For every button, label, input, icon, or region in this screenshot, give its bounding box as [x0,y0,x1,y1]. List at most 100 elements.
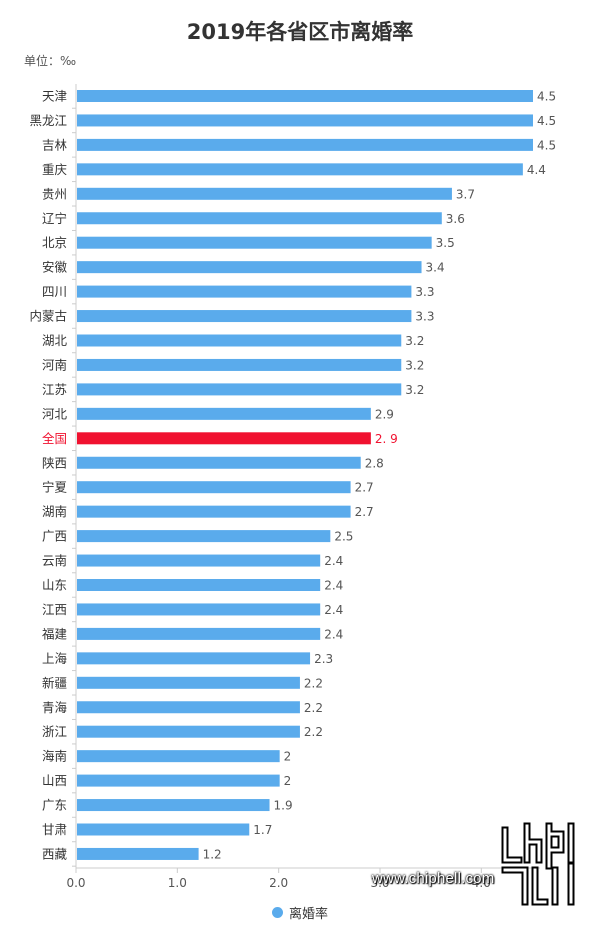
value-label: 1.9 [274,799,293,813]
chart-legend[interactable]: 离婚率 [0,903,600,922]
bar[interactable] [77,530,331,543]
value-label: 4.5 [537,138,556,152]
category-label: 江苏 [42,382,67,397]
bar[interactable] [77,407,371,420]
value-label: 3.3 [415,310,434,324]
x-tick-label: 0.0 [66,876,85,890]
value-label: 2.4 [324,554,343,568]
bar[interactable] [77,725,300,738]
category-label: 北京 [42,235,67,250]
value-label: 2.4 [324,579,343,593]
value-label: 2.8 [365,456,384,470]
category-label: 山东 [42,578,67,593]
category-label: 湖南 [42,504,67,519]
category-label: 安徽 [42,260,68,275]
value-label: 3.3 [415,285,434,299]
bar[interactable] [77,799,270,812]
chart-title: 2019年各省区市离婚率 [186,20,414,44]
category-label: 吉林 [42,137,68,152]
category-label: 青海 [42,700,68,715]
bar[interactable] [77,676,300,689]
value-label: 2.2 [304,701,323,715]
bar[interactable] [77,774,280,787]
value-label: 2.7 [355,505,374,519]
value-label: 4.4 [527,163,546,177]
bar[interactable] [77,456,361,469]
value-label: 3.5 [436,236,455,250]
bar[interactable] [77,603,321,616]
x-tick-label: 4.0 [472,876,491,890]
value-label: 1.2 [203,847,222,861]
category-label: 山西 [42,773,67,788]
value-label: 3.2 [405,358,424,372]
category-label: 广西 [42,529,67,544]
bar[interactable] [77,163,523,176]
bar[interactable] [77,310,412,323]
bar[interactable] [77,701,300,714]
bar[interactable] [77,505,351,518]
category-label: 辽宁 [42,211,67,226]
category-label: 河北 [42,406,68,421]
x-tick-label: 3.0 [370,876,389,890]
value-label: 2.3 [314,652,333,666]
bar[interactable] [77,823,250,836]
bar[interactable] [77,554,321,567]
value-label: 2 [284,774,292,788]
legend-swatch [271,907,283,918]
category-label: 宁夏 [42,480,68,495]
bar[interactable] [77,334,402,347]
category-label: 全国 [42,431,67,446]
category-label: 上海 [42,651,68,666]
category-label: 西藏 [42,846,68,861]
value-label: 2.2 [304,676,323,690]
bar[interactable] [77,358,402,371]
bar[interactable] [77,285,412,298]
value-label: 2.4 [324,603,343,617]
unit-label: 单位：‰ [24,54,77,68]
category-label: 云南 [42,553,67,568]
watermark-text: www.chiphell.com [372,870,495,887]
value-label: 2 [284,750,292,764]
value-label: 3.7 [456,187,475,201]
bar[interactable] [77,847,199,860]
category-label: 黑龙江 [29,113,67,128]
value-label: 3.4 [426,261,445,275]
value-label: 3.2 [405,383,424,397]
value-label: 2.7 [355,481,374,495]
value-label: 2.2 [304,725,323,739]
value-label: 3.2 [405,334,424,348]
bar[interactable] [77,579,321,591]
bar[interactable] [77,114,533,127]
bar[interactable] [77,261,422,274]
bar[interactable] [77,187,452,200]
category-label: 天津 [42,89,67,104]
bar[interactable] [77,652,311,665]
category-label: 内蒙古 [29,309,67,324]
category-label: 福建 [42,626,68,641]
x-tick-label: 2.0 [269,876,288,890]
bar[interactable] [77,750,280,763]
bar[interactable] [77,90,533,102]
value-label: 3.6 [446,212,465,226]
value-label: 2.5 [334,530,353,544]
value-label: 4.5 [537,114,556,128]
bar[interactable] [77,236,432,249]
bar[interactable] [77,481,351,494]
category-label: 甘肃 [42,822,67,837]
legend-label: 离婚率 [288,907,328,922]
bar[interactable] [77,138,533,151]
category-label: 湖北 [42,333,68,348]
bar[interactable] [77,383,402,396]
bar[interactable] [77,212,442,225]
value-label: 1.7 [253,823,272,837]
value-label: 2.9 [375,407,394,421]
chiphell-logo-icon [501,822,575,906]
value-label: 2.4 [324,627,343,641]
category-label: 新疆 [42,675,67,690]
value-label: 4.5 [537,90,556,104]
value-label: 2. 9 [375,432,398,446]
bar[interactable] [77,627,321,640]
bar[interactable] [77,432,371,445]
